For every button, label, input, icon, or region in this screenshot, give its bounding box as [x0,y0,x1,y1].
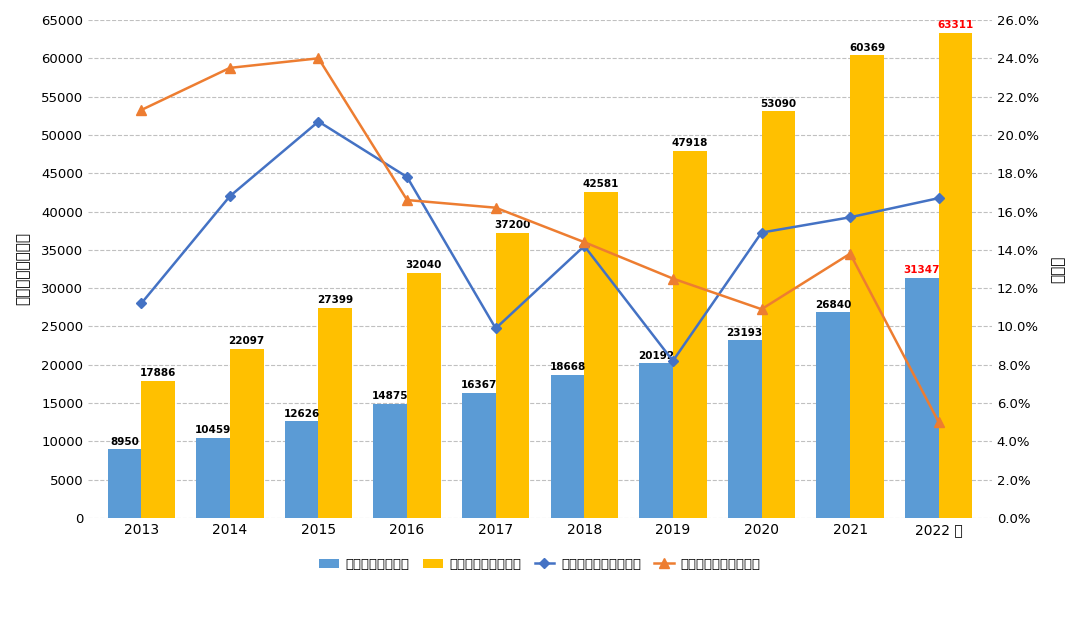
Bar [374,404,407,518]
取得代理师资格增长率 [224,64,237,72]
取得代理师资格增长率 [666,275,679,282]
取得代理师资格增长率 [932,419,945,426]
Text: 16367: 16367 [461,380,497,390]
执业专利代理师增长率 [135,300,148,308]
取得代理师资格增长率 [843,250,856,257]
Legend: 执业专利代理师数, 取得代理师资格人数, 执业专利代理师增长率, 取得代理师资格增长率: 执业专利代理师数, 取得代理师资格人数, 执业专利代理师增长率, 取得代理师资格… [314,553,766,576]
Text: 18668: 18668 [550,362,585,372]
Text: 47918: 47918 [672,138,707,148]
Text: 12626: 12626 [284,408,320,419]
取得代理师资格增长率 [489,204,502,212]
Bar [141,381,175,518]
Text: 32040: 32040 [406,260,442,270]
执业专利代理师增长率 [578,242,591,250]
取得代理师资格增长率 [312,55,325,62]
Text: 27399: 27399 [318,295,353,306]
执业专利代理师增长率 [932,195,945,202]
Text: 10459: 10459 [194,425,231,435]
取得代理师资格增长率 [135,106,148,114]
取得代理师资格增长率 [755,306,768,313]
Text: 22097: 22097 [229,336,265,346]
Bar [551,375,584,518]
Text: 53090: 53090 [760,99,796,108]
执业专利代理师增长率 [755,229,768,236]
Bar [639,363,673,518]
Bar [285,421,319,518]
Text: 26840: 26840 [815,300,851,309]
Bar [319,308,352,518]
Bar [816,313,850,518]
Bar [197,438,230,518]
Bar [905,278,939,518]
Text: 60369: 60369 [849,43,885,53]
Text: 14875: 14875 [372,392,408,401]
取得代理师资格增长率 [401,196,414,204]
Text: 20192: 20192 [638,351,674,361]
Line: 执业专利代理师增长率: 执业专利代理师增长率 [138,118,942,365]
执业专利代理师增长率 [312,117,325,125]
执业专利代理师增长率 [401,173,414,181]
Text: 37200: 37200 [495,220,530,230]
Bar [462,393,496,518]
取得代理师资格增长率 [578,238,591,246]
Text: 42581: 42581 [583,179,619,189]
Text: 8950: 8950 [110,437,139,447]
Bar [407,272,441,518]
Text: 23193: 23193 [727,327,762,338]
Text: 63311: 63311 [937,21,974,30]
执业专利代理师增长率 [489,324,502,332]
执业专利代理师增长率 [843,213,856,221]
Y-axis label: 代理师人数（人）: 代理师人数（人） [15,232,30,306]
Text: 31347: 31347 [904,265,941,275]
Text: 17886: 17886 [140,369,176,378]
Line: 取得代理师资格增长率: 取得代理师资格增长率 [136,53,944,427]
Bar [728,340,761,518]
Bar [230,349,264,518]
执业专利代理师增长率 [224,193,237,200]
Bar [939,33,972,518]
Bar [850,55,883,518]
Bar [108,449,141,518]
Bar [496,233,529,518]
Bar [584,192,618,518]
Y-axis label: 增长率: 增长率 [1050,256,1065,282]
执业专利代理师增长率 [666,357,679,365]
Bar [761,111,795,518]
Bar [673,151,706,518]
